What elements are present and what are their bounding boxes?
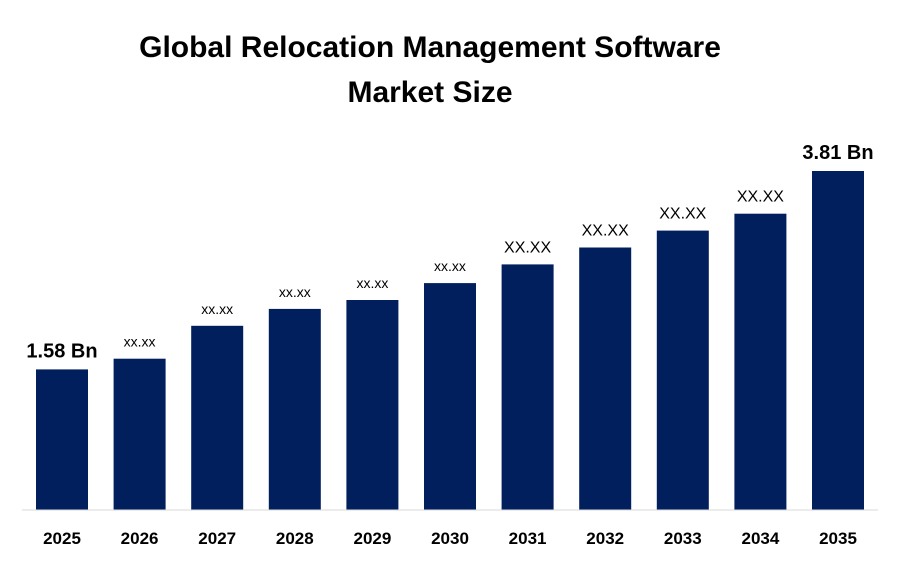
- bar-2028: [268, 308, 321, 510]
- x-tick-label-2035: 2035: [819, 529, 857, 548]
- bar-2031: [501, 264, 554, 510]
- bars-group: [36, 171, 864, 510]
- x-tick-label-2031: 2031: [509, 529, 547, 548]
- chart-title-line-1: Global Relocation Management Software: [139, 31, 721, 64]
- x-tick-label-2034: 2034: [741, 529, 779, 548]
- data-label-2032: XX.XX: [582, 223, 629, 240]
- x-tick-label-2032: 2032: [586, 529, 624, 548]
- data-label-2031: XX.XX: [504, 239, 551, 256]
- data-label-2027: xx.xx: [201, 301, 233, 317]
- data-label-2033: XX.XX: [659, 206, 706, 223]
- x-axis-tick-labels: 2025 2026 2027 2028 2029 2030 2031 2032 2033 2034…: [43, 529, 857, 548]
- data-label-2028: xx.xx: [279, 284, 311, 300]
- x-tick-label-2030: 2030: [431, 529, 469, 548]
- x-tick-label-2027: 2027: [198, 529, 236, 548]
- x-tick-label-2033: 2033: [664, 529, 702, 548]
- chart-title-line-2: Market Size: [347, 76, 512, 109]
- x-tick-label-2028: 2028: [276, 529, 314, 548]
- bar-2029: [346, 300, 399, 510]
- bar-2025: [36, 369, 88, 510]
- data-label-2034: XX.XX: [737, 189, 784, 206]
- data-label-2035: 3.81 Bn: [802, 142, 873, 164]
- bar-2035: [812, 171, 864, 510]
- bar-2032: [579, 247, 632, 510]
- x-tick-label-2026: 2026: [121, 529, 159, 548]
- bar-2033: [656, 230, 709, 510]
- data-label-2026: xx.xx: [124, 334, 156, 350]
- bar-2034: [734, 213, 787, 510]
- data-label-2030: xx.xx: [434, 258, 466, 274]
- data-label-2029: xx.xx: [356, 275, 388, 291]
- bar-2026: [113, 358, 166, 510]
- x-tick-label-2029: 2029: [353, 529, 391, 548]
- data-labels-group: 1.58 Bn xx.xx xx.xx xx.xx xx.xx xx.xx XX.XX XX.…: [26, 142, 873, 362]
- x-tick-label-2025: 2025: [43, 529, 81, 548]
- bar-2030: [424, 283, 476, 510]
- bar-2027: [191, 325, 244, 510]
- data-label-2025: 1.58 Bn: [26, 340, 97, 362]
